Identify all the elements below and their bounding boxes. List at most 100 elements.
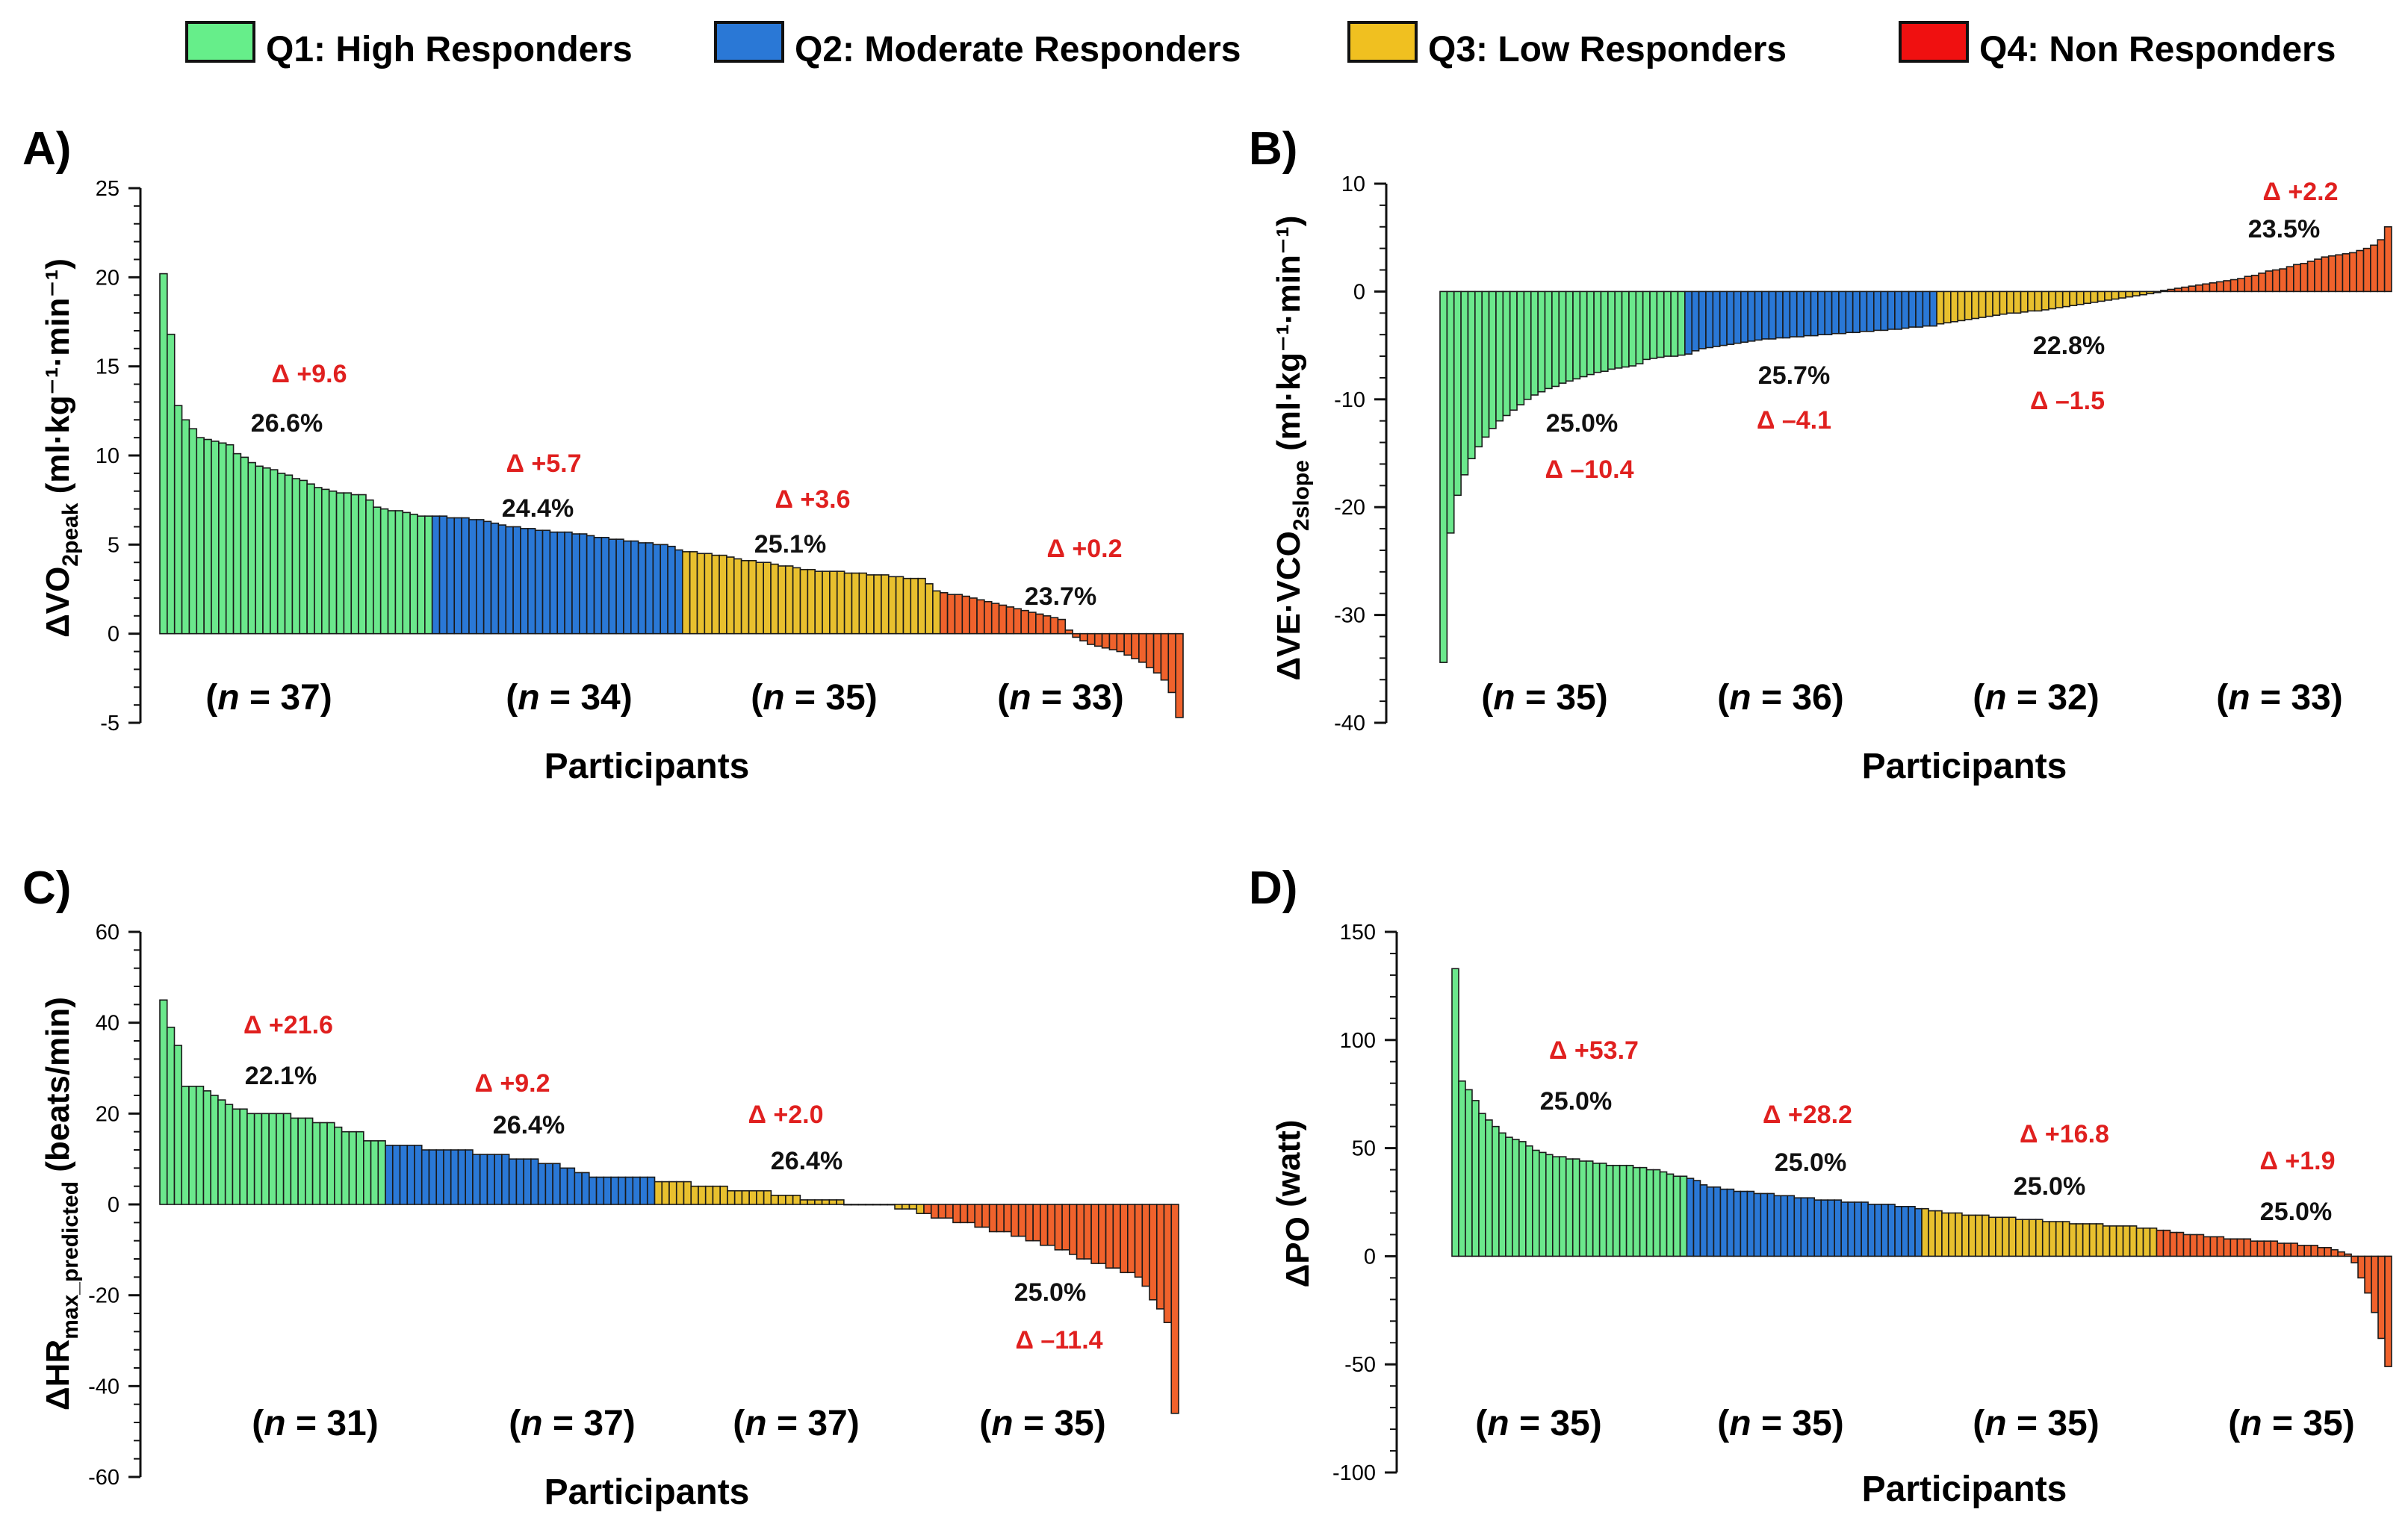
- panel-b-letter: B): [1249, 123, 1297, 175]
- bar-d-q3-9: [1975, 1214, 1983, 1257]
- bar-c-q4-23: [1083, 1204, 1092, 1260]
- panel-a-bars: [159, 273, 1184, 718]
- bar-d-q1-30: [1645, 1169, 1654, 1257]
- bar-a-q1-5: [188, 428, 198, 635]
- bar-b-q2-18: [1803, 290, 1812, 337]
- panel-a: A) -5 0 5 10 15 20 25 Δ +9.6 26.6% Δ +5.7 24.4…: [22, 123, 1184, 786]
- bar-b-q4-2: [2167, 288, 2176, 293]
- bar-a-q2-14: [527, 528, 536, 635]
- bar-c-q3-23: [814, 1199, 823, 1205]
- bar-a-q4-18: [1064, 629, 1073, 635]
- bar-b-q2-34: [1915, 290, 1924, 328]
- bar-d-q3-3: [1934, 1210, 1943, 1257]
- bar-b-q3-10: [1999, 290, 2008, 315]
- bar-d-q2-33: [1901, 1205, 1909, 1257]
- panel-d-xlabel: Participants: [1862, 1469, 2067, 1509]
- panel-a-ytick-label-4: 15: [96, 355, 120, 379]
- bar-c-q2-5: [414, 1145, 423, 1205]
- bar-c-q3-32: [879, 1204, 889, 1206]
- bar-a-q2-15: [534, 529, 544, 635]
- panel-c: C) -60 -40 -20 0 20 40 60 Δ +21.6 22.1% Δ +9.2…: [22, 862, 1179, 1512]
- bar-d-q4-17: [2263, 1240, 2272, 1257]
- bar-a-q2-4: [453, 517, 462, 635]
- bar-b-q2-12: [1761, 290, 1770, 340]
- bar-a-q1-24: [328, 490, 338, 635]
- bar-a-q4-27: [1131, 632, 1140, 659]
- bar-c-q1-13: [246, 1113, 255, 1205]
- bar-b-q3-28: [2125, 290, 2134, 298]
- bar-c-q1-19: [290, 1117, 299, 1205]
- bar-a-q3-16: [792, 567, 801, 635]
- bar-d-q3-27: [2095, 1223, 2104, 1257]
- bar-a-q1-6: [196, 437, 205, 635]
- bar-d-q3-4: [1941, 1212, 1949, 1257]
- bar-d-q4-29: [2344, 1253, 2352, 1257]
- bar-c-q1-31: [377, 1140, 386, 1205]
- bar-d-q1-10: [1512, 1139, 1520, 1257]
- bar-c-q2-13: [472, 1154, 481, 1205]
- bar-a-q2-25: [608, 538, 617, 635]
- bar-a-q3-7: [726, 556, 735, 635]
- bar-c-q1-4: [181, 1086, 190, 1205]
- bar-d-q2-8: [1733, 1190, 1742, 1257]
- bar-b-q1-2: [1446, 290, 1455, 534]
- bar-b-q3-31: [2146, 290, 2155, 295]
- panel-c-delta-q2: Δ +9.2: [474, 1069, 550, 1098]
- bar-d-q3-21: [2055, 1221, 2064, 1257]
- bar-b-q4-11: [2229, 279, 2238, 293]
- panel-c-delta-q1: Δ +21.6: [243, 1011, 333, 1039]
- bar-d-q2-20: [1813, 1199, 1822, 1257]
- panel-a-n-q4: (n = 33): [997, 678, 1123, 718]
- bar-b-q4-5: [2188, 285, 2197, 293]
- bar-b-q4-24: [2321, 256, 2330, 293]
- panel-c-letter: C): [22, 862, 71, 914]
- bar-b-q4-9: [2216, 281, 2224, 293]
- bar-a-q4-29: [1145, 632, 1155, 668]
- bar-b-q3-32: [2153, 290, 2162, 293]
- bar-c-q4-2: [930, 1204, 940, 1219]
- bar-b-q3-14: [2027, 290, 2036, 312]
- bar-a-q4-14: [1035, 613, 1044, 635]
- bar-b-q2-25: [1852, 290, 1861, 334]
- bar-c-q3-11: [727, 1189, 736, 1205]
- bar-d-q4-21: [2290, 1242, 2298, 1257]
- bar-c-q2-17: [501, 1154, 510, 1205]
- bar-a-q3-6: [719, 554, 727, 635]
- bar-c-q3-13: [741, 1189, 750, 1205]
- bar-d-q4-1: [2156, 1229, 2165, 1257]
- bar-c-q3-19: [785, 1195, 794, 1205]
- panel-d-ytick-label-4: 100: [1340, 1029, 1376, 1053]
- bar-b-q3-4: [1957, 290, 1966, 322]
- bar-c-q3-4: [675, 1181, 685, 1205]
- panel-c-ylabel: ΔHRmax_predicted (beats/min): [40, 997, 83, 1411]
- panel-b-bars: [1439, 226, 2392, 663]
- bar-a-q3-5: [711, 554, 720, 635]
- panel-d-delta-q1: Δ +53.7: [1549, 1036, 1639, 1065]
- bar-b-q4-18: [2279, 268, 2288, 293]
- bar-b-q3-24: [2097, 290, 2106, 302]
- bar-b-q2-20: [1817, 290, 1826, 335]
- bar-b-q2-22: [1831, 290, 1840, 335]
- panel-b-pct-q1: 25.0%: [1546, 409, 1618, 438]
- bar-a-q2-13: [520, 528, 529, 635]
- bar-d-q1-23: [1598, 1163, 1607, 1257]
- bar-b-q1-8: [1488, 290, 1497, 429]
- bar-d-q1-13: [1532, 1149, 1540, 1257]
- bar-d-q3-29: [2108, 1225, 2117, 1257]
- bar-b-q4-26: [2335, 254, 2344, 293]
- bar-a-q4-26: [1123, 632, 1132, 656]
- bar-c-q4-10: [988, 1204, 998, 1233]
- bar-a-q3-21: [829, 570, 838, 635]
- panel-a-pct-q4: 23.7%: [1025, 582, 1096, 611]
- bar-b-q2-35: [1922, 290, 1931, 327]
- bar-b-q2-17: [1796, 290, 1805, 338]
- bar-d-q4-20: [2283, 1242, 2292, 1257]
- panel-a-ytick-label-2: 5: [108, 533, 120, 557]
- bar-a-q4-23: [1101, 632, 1111, 649]
- bar-a-q3-18: [807, 568, 816, 635]
- bar-b-q1-12: [1516, 290, 1525, 405]
- bar-b-q1-7: [1481, 290, 1490, 438]
- bar-b-q1-14: [1530, 290, 1539, 396]
- bar-d-q4-28: [2337, 1251, 2345, 1257]
- bar-b-q1-30: [1642, 290, 1651, 361]
